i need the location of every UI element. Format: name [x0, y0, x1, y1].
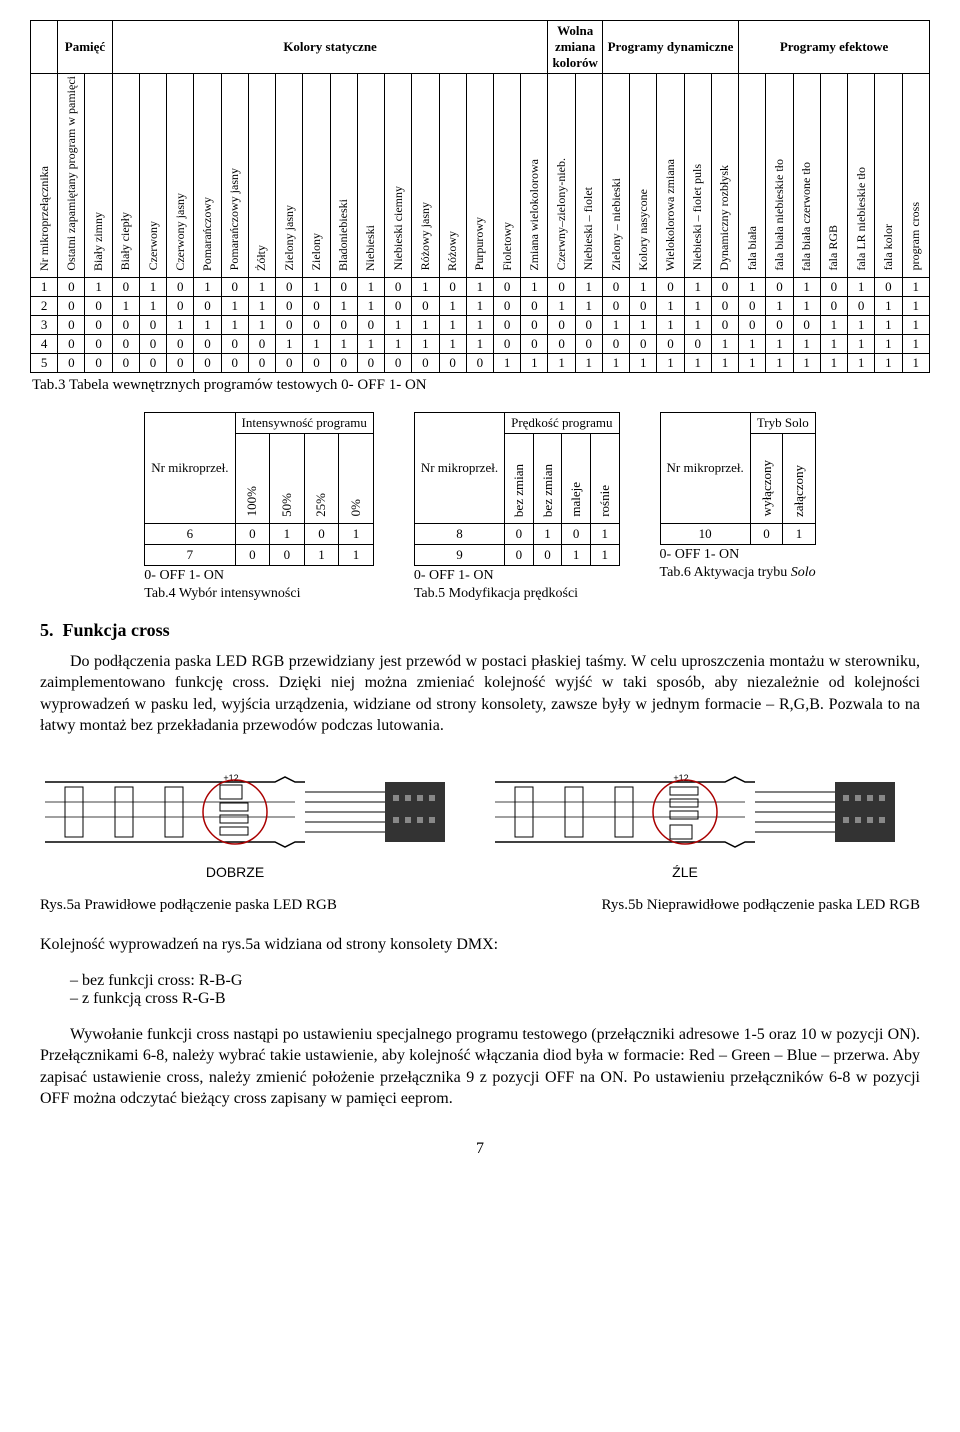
diagram-wrong: +12 ŹLE	[495, 757, 915, 887]
list-item: bez funkcji cross: R-B-G	[70, 972, 930, 990]
page-number: 7	[30, 1140, 930, 1158]
tab4-caption: Tab.4 Wybór intensywności	[144, 586, 374, 602]
led-diagrams: +12 DOBRZE +12 ŹLE	[30, 757, 930, 887]
tab6-offon: 0- OFF 1- ON	[660, 547, 816, 563]
small-tables-row: Nr mikroprzeł.Intensywność programu 100%…	[30, 412, 930, 602]
main-programs-table: PamięćKolory statyczneWolna zmiana kolor…	[30, 20, 930, 373]
paragraph-3: Wywołanie funkcji cross nastąpi po ustaw…	[40, 1024, 920, 1110]
tab5-offon: 0- OFF 1- ON	[414, 568, 620, 584]
paragraph-2: Kolejność wyprowadzeń na rys.5a widziana…	[40, 934, 920, 956]
tab6-table: Nr mikroprzeł.Tryb Solo wyłączonyzałączo…	[660, 412, 816, 545]
tab4-table: Nr mikroprzeł.Intensywność programu 100%…	[144, 412, 374, 566]
tab4-offon: 0- OFF 1- ON	[144, 568, 374, 584]
section-heading: 5. Funkcja cross	[40, 620, 930, 641]
diagram-correct: +12 DOBRZE	[45, 757, 465, 887]
svg-text:ŹLE: ŹLE	[672, 864, 698, 880]
tab5-table: Nr mikroprzeł.Prędkość programu bez zmia…	[414, 412, 620, 566]
tab5-caption: Tab.5 Modyfikacja prędkości	[414, 586, 620, 602]
tab6-caption: Tab.6 Aktywacja trybu Solo	[660, 565, 816, 581]
caption-5a: Rys.5a Prawidłowe podłączenie paska LED …	[40, 897, 337, 914]
svg-text:DOBRZE: DOBRZE	[206, 864, 264, 880]
dash-list: bez funkcji cross: R-B-G z funkcją cross…	[30, 972, 930, 1008]
paragraph-1: Do podłączenia paska LED RGB przewidzian…	[40, 651, 920, 737]
caption-5b: Rys.5b Nieprawidłowe podłączenie paska L…	[602, 897, 921, 914]
list-item: z funkcją cross R-G-B	[70, 990, 930, 1008]
tab3-caption: Tab.3 Tabela wewnętrznych programów test…	[32, 377, 930, 394]
